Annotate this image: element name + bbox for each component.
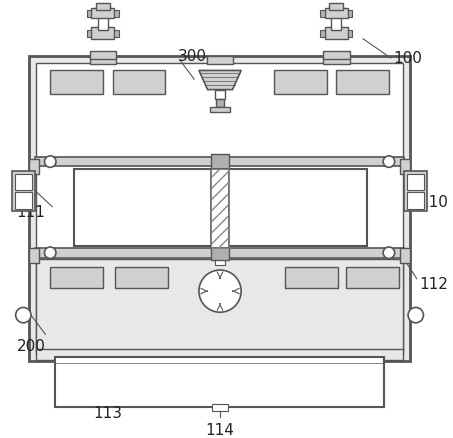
Bar xyxy=(92,9,115,19)
Text: 111: 111 xyxy=(17,205,45,219)
Bar xyxy=(12,172,35,212)
Polygon shape xyxy=(199,71,241,90)
Bar xyxy=(274,71,327,95)
Bar xyxy=(14,193,32,209)
Bar xyxy=(212,170,229,248)
Bar xyxy=(331,17,341,31)
Bar xyxy=(215,90,225,100)
Bar xyxy=(285,268,338,289)
Bar xyxy=(14,175,32,191)
Bar xyxy=(90,57,116,64)
Bar xyxy=(36,64,403,355)
Bar xyxy=(212,404,228,411)
Bar xyxy=(212,155,229,170)
Bar xyxy=(212,170,229,248)
Bar xyxy=(407,193,424,209)
Bar xyxy=(346,268,399,289)
Bar xyxy=(113,71,165,95)
Bar xyxy=(29,57,410,361)
Bar xyxy=(115,11,119,18)
Bar xyxy=(347,31,352,38)
Bar xyxy=(36,260,403,352)
Bar xyxy=(325,9,347,19)
Text: 112: 112 xyxy=(419,276,448,291)
Bar xyxy=(55,357,384,407)
Bar xyxy=(211,108,230,113)
Bar xyxy=(347,11,352,18)
Bar xyxy=(87,31,92,38)
Bar xyxy=(87,11,92,18)
Bar xyxy=(212,246,229,261)
Text: 113: 113 xyxy=(93,406,122,420)
Bar xyxy=(90,52,116,60)
Text: 300: 300 xyxy=(178,49,207,64)
Circle shape xyxy=(408,308,424,323)
Text: 200: 200 xyxy=(17,339,45,353)
Bar xyxy=(404,172,427,212)
Bar xyxy=(29,248,39,264)
Bar xyxy=(323,57,350,64)
Bar xyxy=(116,268,168,289)
Bar xyxy=(35,157,404,167)
Circle shape xyxy=(383,156,395,168)
Text: 110: 110 xyxy=(419,195,448,210)
Text: 100: 100 xyxy=(394,51,423,66)
Bar xyxy=(215,258,225,265)
Bar xyxy=(92,28,115,40)
Bar xyxy=(325,28,347,40)
Bar xyxy=(407,175,424,191)
Bar xyxy=(115,31,119,38)
Circle shape xyxy=(16,308,31,323)
Circle shape xyxy=(44,247,56,259)
Bar xyxy=(336,71,389,95)
Bar xyxy=(50,268,103,289)
Bar xyxy=(98,17,108,31)
Bar xyxy=(400,159,410,175)
Text: 114: 114 xyxy=(206,422,235,437)
Bar xyxy=(207,57,233,64)
Circle shape xyxy=(44,156,56,168)
Bar xyxy=(400,248,410,264)
Bar xyxy=(320,31,325,38)
Bar xyxy=(320,11,325,18)
Bar xyxy=(216,100,224,108)
Bar xyxy=(50,71,103,95)
Bar xyxy=(29,159,39,175)
Bar xyxy=(74,170,367,247)
Bar xyxy=(35,248,404,258)
Bar xyxy=(96,4,110,11)
Circle shape xyxy=(199,270,241,313)
Bar xyxy=(329,4,343,11)
Bar xyxy=(323,52,350,60)
Circle shape xyxy=(383,247,395,259)
Bar xyxy=(36,349,403,360)
